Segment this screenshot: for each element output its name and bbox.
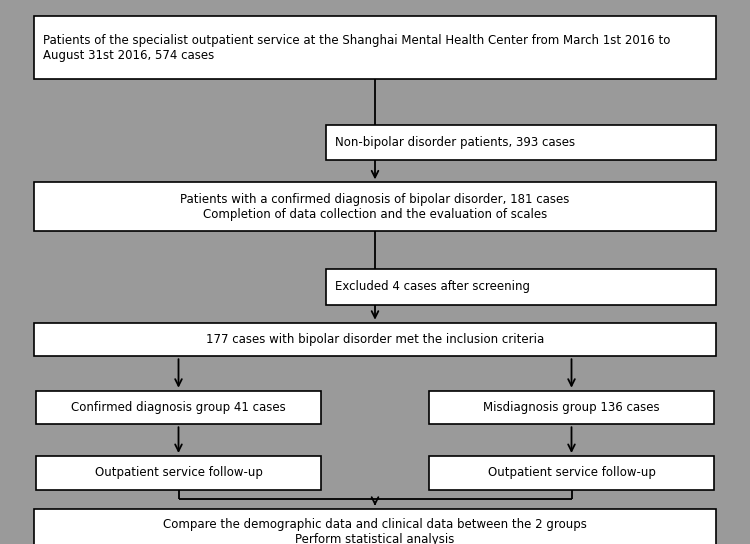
FancyBboxPatch shape [34, 182, 716, 231]
Text: Confirmed diagnosis group 41 cases: Confirmed diagnosis group 41 cases [71, 401, 286, 414]
Text: Compare the demographic data and clinical data between the 2 groups
Perform stat: Compare the demographic data and clinica… [163, 518, 587, 544]
Text: Patients of the specialist outpatient service at the Shanghai Mental Health Cent: Patients of the specialist outpatient se… [43, 34, 670, 61]
Text: Patients with a confirmed diagnosis of bipolar disorder, 181 cases
Completion of: Patients with a confirmed diagnosis of b… [180, 193, 570, 221]
FancyBboxPatch shape [34, 509, 716, 544]
Text: Outpatient service follow-up: Outpatient service follow-up [488, 466, 656, 479]
FancyBboxPatch shape [34, 16, 716, 79]
FancyBboxPatch shape [429, 391, 714, 424]
Text: Excluded 4 cases after screening: Excluded 4 cases after screening [335, 281, 530, 293]
Text: Misdiagnosis group 136 cases: Misdiagnosis group 136 cases [483, 401, 660, 414]
Text: 177 cases with bipolar disorder met the inclusion criteria: 177 cases with bipolar disorder met the … [206, 333, 544, 346]
FancyBboxPatch shape [429, 456, 714, 490]
Text: Outpatient service follow-up: Outpatient service follow-up [94, 466, 262, 479]
FancyBboxPatch shape [326, 269, 716, 305]
Text: Non-bipolar disorder patients, 393 cases: Non-bipolar disorder patients, 393 cases [335, 137, 575, 149]
FancyBboxPatch shape [36, 456, 321, 490]
FancyBboxPatch shape [34, 323, 716, 356]
FancyBboxPatch shape [326, 125, 716, 160]
FancyBboxPatch shape [36, 391, 321, 424]
